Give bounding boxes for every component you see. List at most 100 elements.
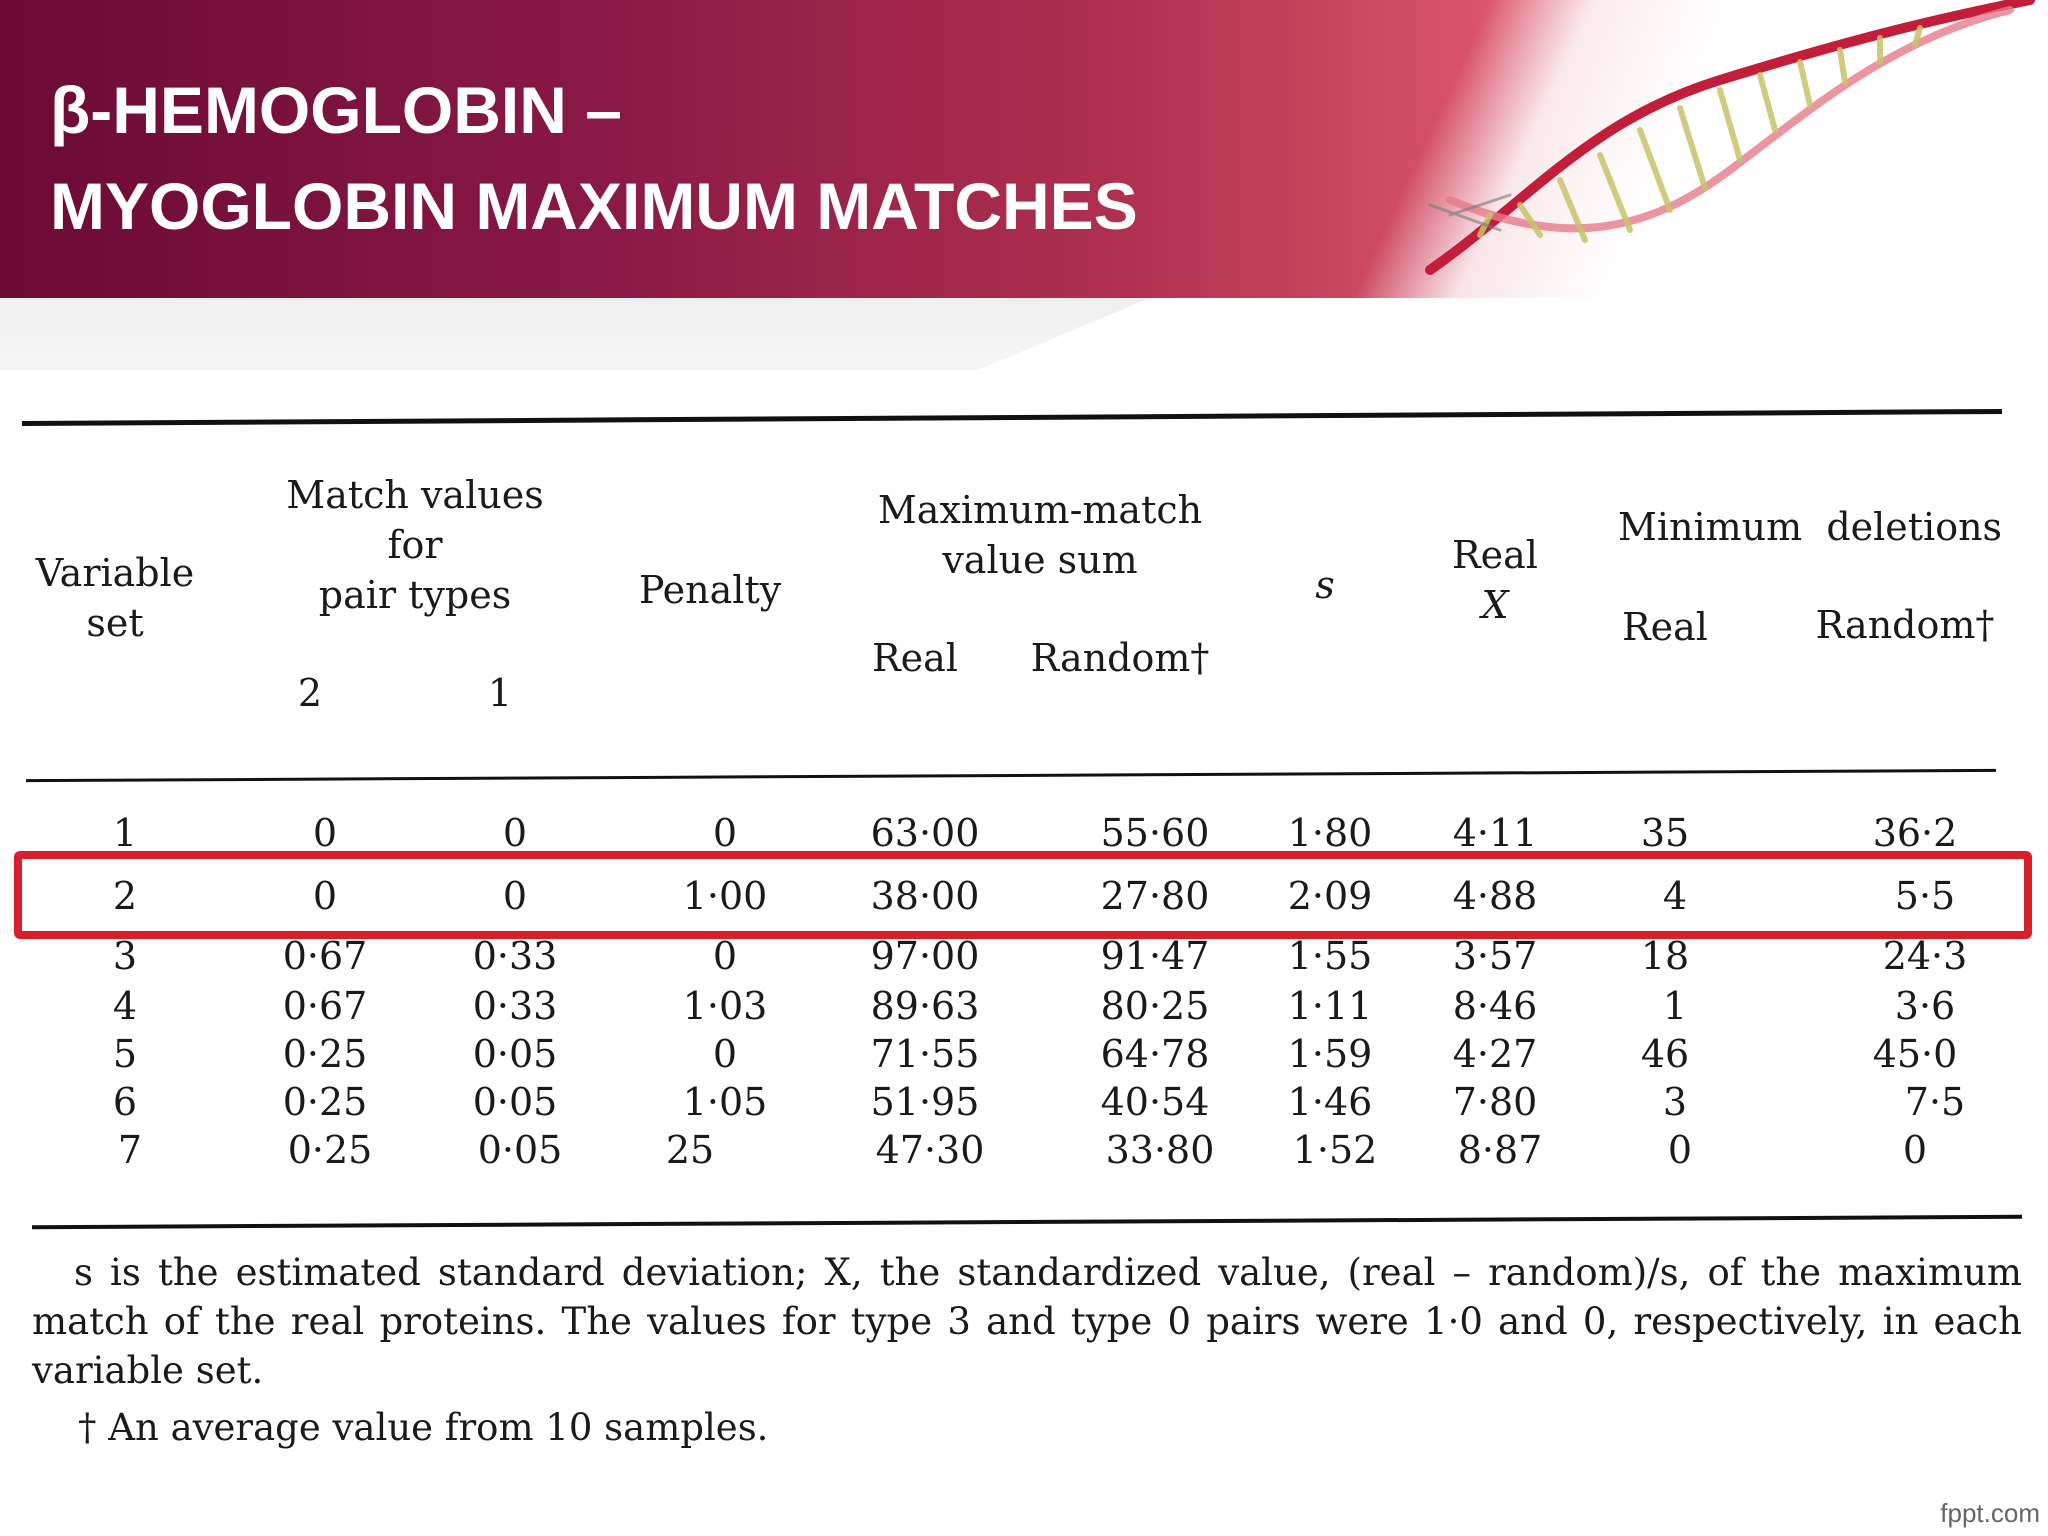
- cell-set: 2: [112, 874, 138, 918]
- cell-match-2: 0·67: [282, 984, 368, 1028]
- cell-set: 5: [112, 1032, 138, 1076]
- header-match-type-2: 2: [297, 671, 323, 715]
- cell-del-random: 5·5: [1894, 874, 1956, 918]
- cell-mm-real: 71·55: [870, 1032, 980, 1076]
- cell-del-real: 18: [1640, 934, 1690, 978]
- cell-del-real: 4: [1662, 874, 1688, 918]
- table-top-rule: [22, 408, 2002, 427]
- cell-del-real: 1: [1662, 984, 1688, 1028]
- cell-penalty: 1·00: [682, 874, 768, 918]
- cell-set: 4: [112, 984, 138, 1028]
- cell-real-x: 4·88: [1452, 874, 1538, 918]
- cell-mm-random: 80·25: [1100, 984, 1210, 1028]
- cell-real-x: 8·46: [1452, 984, 1538, 1028]
- cell-penalty: 0: [712, 934, 738, 978]
- dna-helix-icon: [1425, 0, 2035, 275]
- header-match-values: Match values for pair types: [286, 473, 544, 617]
- cell-match-2: 0·25: [282, 1032, 368, 1076]
- header-variable-set: Variable set: [35, 551, 195, 645]
- cell-del-random: 45·0: [1872, 1032, 1958, 1076]
- cell-mm-random: 40·54: [1100, 1080, 1210, 1124]
- row-highlight-box: [14, 851, 2032, 939]
- table-row: 2 0 0 1·00 38·00 27·80 2·09 4·88 4 5·5: [0, 873, 2048, 921]
- cell-penalty: 1·05: [682, 1080, 768, 1124]
- cell-s: 1·46: [1287, 1080, 1373, 1124]
- table-header-rule: [26, 768, 1996, 783]
- cell-s: 1·80: [1287, 811, 1373, 855]
- table-row: 1 0 0 0 63·00 55·60 1·80 4·11 35 36·2: [0, 810, 2048, 858]
- cell-mm-real: 63·00: [870, 811, 980, 855]
- footnote-text: s is the estimated standard deviation; X…: [32, 1251, 2022, 1392]
- cell-match-1: 0·33: [472, 984, 558, 1028]
- cell-penalty: 0: [712, 811, 738, 855]
- cell-mm-random: 33·80: [1105, 1128, 1215, 1172]
- cell-match-2: 0·25: [287, 1128, 373, 1172]
- header-del-random: Random†: [1815, 603, 1995, 647]
- header-del-real: Real: [1622, 605, 1708, 649]
- header-minimum-deletions: Minimum deletions: [1617, 505, 2003, 549]
- table-row: 5 0·25 0·05 0 71·55 64·78 1·59 4·27 46 4…: [0, 1031, 2048, 1079]
- cell-real-x: 7·80: [1452, 1080, 1538, 1124]
- title-line-1: β-HEMOGLOBIN –: [50, 73, 622, 147]
- cell-set: 7: [117, 1128, 143, 1172]
- cell-set: 1: [112, 811, 138, 855]
- footnote-dagger: † An average value from 10 samples.: [78, 1406, 769, 1449]
- cell-match-2: 0·25: [282, 1080, 368, 1124]
- cell-s: 1·55: [1287, 934, 1373, 978]
- cell-set: 3: [112, 934, 138, 978]
- header-match-type-1: 1: [487, 671, 513, 715]
- cell-mm-real: 38·00: [870, 874, 980, 918]
- cell-s: 1·59: [1287, 1032, 1373, 1076]
- table-row: 4 0·67 0·33 1·03 89·63 80·25 1·11 8·46 1…: [0, 983, 2048, 1031]
- cell-real-x: 4·11: [1452, 811, 1538, 855]
- header-s: s: [1315, 563, 1335, 607]
- cell-mm-random: 91·47: [1100, 934, 1210, 978]
- cell-match-2: 0: [312, 811, 338, 855]
- cell-mm-random: 55·60: [1100, 811, 1210, 855]
- table-footnote: s is the estimated standard deviation; X…: [32, 1248, 2022, 1395]
- cell-match-1: 0·05: [472, 1032, 558, 1076]
- cell-match-1: 0: [502, 874, 528, 918]
- cell-match-1: 0·05: [477, 1128, 563, 1172]
- cell-penalty: 25: [665, 1128, 715, 1172]
- cell-match-1: 0: [502, 811, 528, 855]
- cell-penalty: 1·03: [682, 984, 768, 1028]
- banner-shadow: [0, 298, 1150, 370]
- cell-match-1: 0·05: [472, 1080, 558, 1124]
- cell-del-random: 36·2: [1872, 811, 1958, 855]
- cell-match-1: 0·33: [472, 934, 558, 978]
- table-row: 6 0·25 0·05 1·05 51·95 40·54 1·46 7·80 3…: [0, 1079, 2048, 1127]
- cell-del-real: 46: [1640, 1032, 1690, 1076]
- cell-mm-random: 27·80: [1100, 874, 1210, 918]
- cell-mm-real: 51·95: [870, 1080, 980, 1124]
- cell-del-random: 3·6: [1894, 984, 1956, 1028]
- cell-real-x: 8·87: [1457, 1128, 1543, 1172]
- header-penalty: Penalty: [638, 568, 782, 612]
- cell-del-random: 0: [1902, 1128, 1928, 1172]
- cell-set: 6: [112, 1080, 138, 1124]
- cell-del-real: 0: [1667, 1128, 1693, 1172]
- cell-del-real: 35: [1640, 811, 1690, 855]
- cell-match-2: 0: [312, 874, 338, 918]
- cell-mm-real: 97·00: [870, 934, 980, 978]
- cell-mm-real: 47·30: [875, 1128, 985, 1172]
- cell-match-2: 0·67: [282, 934, 368, 978]
- watermark: fppt.com: [1940, 1498, 2040, 1528]
- header-maximum-match: Maximum-match value sum: [877, 488, 1203, 582]
- cell-s: 1·11: [1287, 984, 1373, 1028]
- cell-mm-real: 89·63: [870, 984, 980, 1028]
- table-row: 3 0·67 0·33 0 97·00 91·47 1·55 3·57 18 2…: [0, 933, 2048, 981]
- slide-title: β-HEMOGLOBIN – MYOGLOBIN MAXIMUM MATCHES: [50, 62, 1138, 254]
- header-mm-real: Real: [872, 636, 958, 680]
- cell-mm-random: 64·78: [1100, 1032, 1210, 1076]
- cell-s: 1·52: [1292, 1128, 1378, 1172]
- cell-del-random: 24·3: [1882, 934, 1968, 978]
- cell-penalty: 0: [712, 1032, 738, 1076]
- table-row: 7 0·25 0·05 25 47·30 33·80 1·52 8·87 0 0: [0, 1127, 2048, 1175]
- cell-real-x: 4·27: [1452, 1032, 1538, 1076]
- cell-real-x: 3·57: [1452, 934, 1538, 978]
- cell-del-real: 3: [1662, 1080, 1688, 1124]
- table-bottom-rule: [32, 1214, 2022, 1230]
- title-line-2: MYOGLOBIN MAXIMUM MATCHES: [50, 169, 1138, 243]
- header-mm-random: Random†: [1030, 636, 1210, 680]
